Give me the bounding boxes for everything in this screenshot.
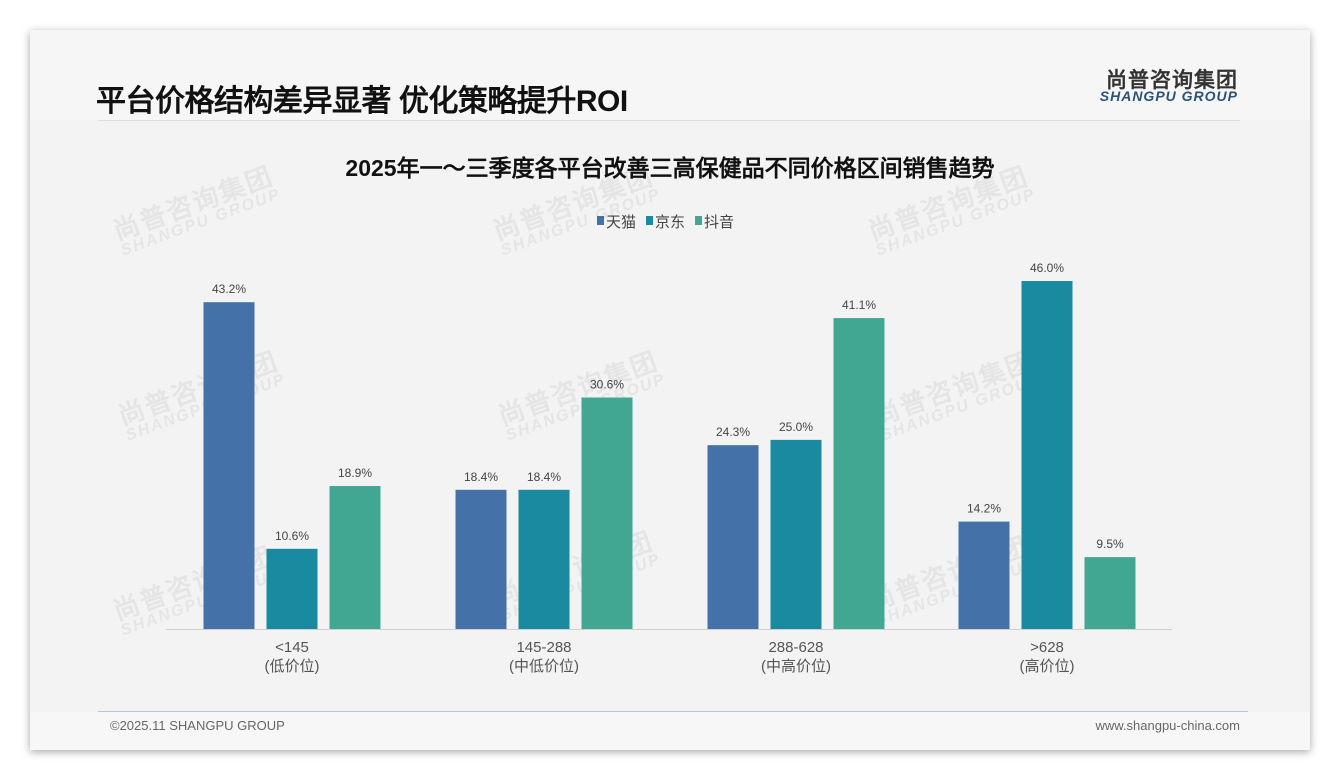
x-tick-sublabel: (中高价位) <box>761 658 831 675</box>
footer <box>30 712 1310 750</box>
logo-en: SHANGPU GROUP <box>1099 88 1238 104</box>
data-label: 18.4% <box>527 470 561 484</box>
bar <box>833 318 885 629</box>
website: www.shangpu-china.com <box>1095 718 1240 733</box>
legend-swatch <box>646 216 654 225</box>
x-tick-sublabel: (高价位) <box>1020 658 1075 675</box>
data-label: 41.1% <box>842 298 876 312</box>
bar <box>958 521 1010 629</box>
chart-title: 2025年一～三季度各平台改善三高保健品不同价格区间销售趋势 <box>345 155 994 181</box>
bar <box>1084 557 1136 629</box>
data-label: 24.3% <box>716 425 750 439</box>
footer-divider <box>98 711 1248 712</box>
slide-title: 平台价格结构差异显著 优化策略提升ROI <box>96 85 628 118</box>
header <box>30 30 1310 120</box>
bar <box>455 489 507 629</box>
legend-swatch <box>695 216 703 225</box>
data-label: 10.6% <box>275 529 309 543</box>
bar <box>770 439 822 629</box>
data-label: 30.6% <box>590 378 624 392</box>
data-label: 14.2% <box>967 502 1001 516</box>
header-divider <box>98 120 1240 121</box>
bar <box>1021 281 1073 629</box>
x-tick-label: 145-288 <box>516 639 571 656</box>
data-label: 9.5% <box>1096 537 1124 551</box>
legend-label: 天猫 <box>606 214 636 231</box>
data-label: 46.0% <box>1030 261 1064 275</box>
x-tick-sublabel: (低价位) <box>265 658 320 675</box>
bar <box>329 486 381 629</box>
legend-label: 抖音 <box>704 214 734 231</box>
data-label: 18.4% <box>464 470 498 484</box>
legend-swatch <box>597 216 604 225</box>
data-label: 18.9% <box>338 466 372 480</box>
x-tick-sublabel: (中低价位) <box>509 658 579 675</box>
bar <box>203 302 255 629</box>
data-label: 43.2% <box>212 282 246 296</box>
x-tick-label: <145 <box>275 639 309 656</box>
x-tick-label: >628 <box>1030 639 1064 656</box>
bar <box>581 397 633 629</box>
bar <box>266 548 318 629</box>
bar <box>707 445 759 629</box>
copyright: ©2025.11 SHANGPU GROUP <box>110 718 285 733</box>
data-label: 25.0% <box>779 420 813 434</box>
logo-cn: 尚普咨询集团 <box>1106 69 1238 92</box>
x-tick-label: 288-628 <box>768 639 823 656</box>
legend-label: 京东 <box>655 214 685 231</box>
bar <box>518 489 570 629</box>
